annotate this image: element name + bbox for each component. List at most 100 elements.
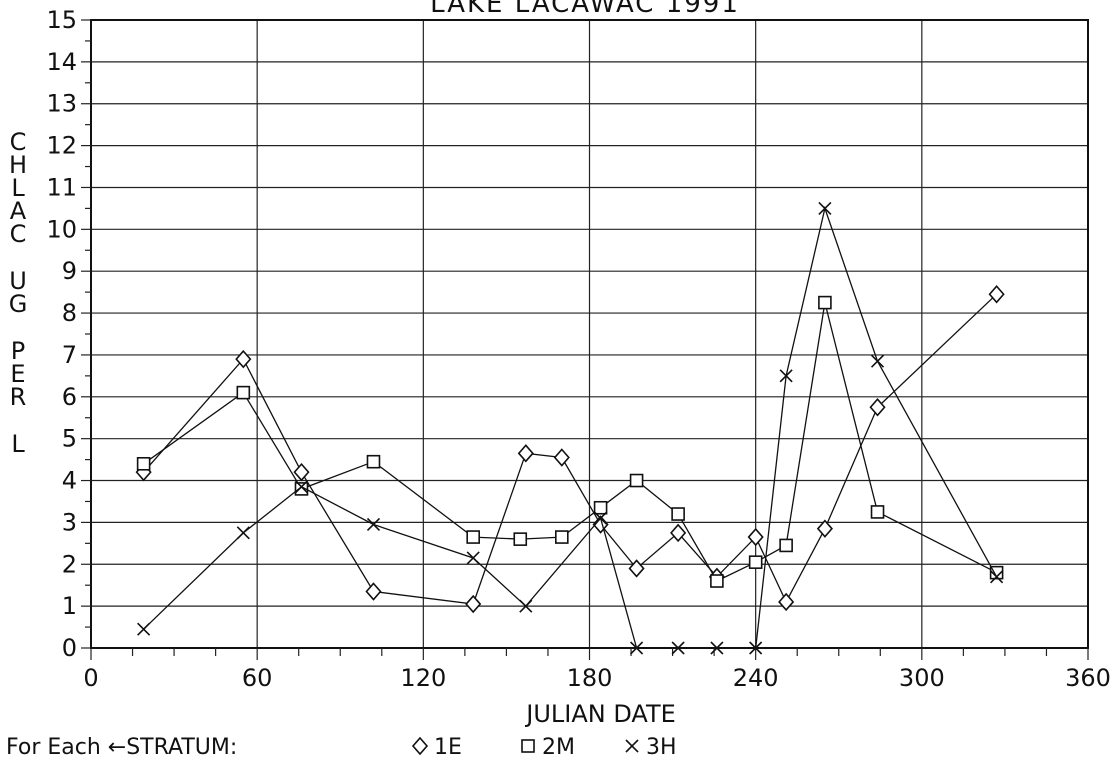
data-point-3h: [990, 570, 1004, 584]
series-1e: [135, 285, 1005, 614]
data-point-3h: [137, 622, 151, 636]
legend-marker-2m: [521, 739, 535, 753]
data-point-1e: [670, 523, 687, 543]
data-point-2m: [513, 532, 528, 546]
data-point-3h: [779, 369, 793, 383]
legend-label: 2M: [542, 735, 575, 760]
y-axis-title-char: U: [9, 267, 27, 295]
series-line-2m: [143, 302, 997, 582]
y-axis-title-char: C: [10, 128, 27, 156]
data-point-2m: [136, 456, 151, 471]
x-tick-label: 60: [242, 664, 273, 692]
data-point-2m: [236, 385, 251, 400]
y-tick-label: 9: [62, 257, 77, 285]
data-point-2m: [818, 295, 832, 310]
legend-label: 3H: [646, 735, 677, 760]
data-point-3h: [519, 599, 533, 613]
series-line-1e: [143, 293, 998, 605]
data-point-3h: [710, 641, 724, 655]
y-axis-title-char: C: [10, 220, 27, 248]
legend-marker-3h: [625, 739, 639, 753]
y-tick-label: 0: [62, 634, 77, 662]
x-tick-label: 300: [899, 664, 945, 692]
data-point-2m: [629, 473, 644, 488]
y-axis-title-char: L: [11, 430, 25, 458]
series-2m: [136, 295, 1004, 588]
x-tick-label: 360: [1065, 664, 1111, 692]
y-axis-title-char: R: [10, 383, 27, 411]
data-point-1e: [628, 559, 645, 578]
legend-prefix: For Each ←STRATUM:: [6, 735, 237, 760]
data-point-3h: [671, 641, 685, 655]
chart-title: LAKE LACAWAC 1991: [430, 0, 740, 19]
legend-label: 1E: [434, 735, 462, 760]
x-tick-label: 0: [83, 664, 98, 692]
y-tick-label: 11: [46, 173, 77, 201]
x-tick-label: 240: [733, 664, 779, 692]
data-point-2m: [870, 505, 885, 519]
y-axis-title-char: E: [10, 360, 25, 388]
legend-entry-2m: 2M: [521, 735, 575, 760]
y-tick-label: 13: [46, 90, 77, 118]
y-axis-title-char: L: [11, 174, 25, 202]
data-point-2m: [466, 530, 480, 544]
data-point-1e: [293, 462, 310, 482]
y-tick-label: 12: [46, 132, 77, 160]
data-point-2m: [671, 507, 685, 521]
data-point-1e: [988, 285, 1005, 304]
data-point-3h: [594, 511, 608, 525]
y-tick-label: 5: [62, 425, 77, 453]
y-axis-title-char: P: [11, 337, 25, 365]
legend: For Each ←STRATUM: 1E 2M 3H: [6, 735, 677, 760]
x-tick-label: 180: [567, 664, 613, 692]
y-axis-title-char: G: [9, 290, 28, 318]
y-tick-label: 6: [62, 383, 77, 411]
data-point-3h: [870, 354, 885, 368]
y-tick-label: 8: [62, 299, 77, 327]
y-tick-label: 2: [62, 550, 77, 578]
data-point-2m: [779, 538, 793, 553]
data-point-2m: [555, 530, 569, 544]
data-point-2m: [748, 555, 763, 569]
data-point-2m: [989, 565, 1004, 580]
grid: [90, 19, 1089, 649]
legend-marker-1e: [411, 736, 429, 756]
data-point-3h: [236, 526, 250, 540]
y-axis-title-char: H: [9, 151, 27, 179]
data-point-1e: [517, 444, 534, 463]
data-point-2m: [366, 454, 381, 469]
data-point-1e: [235, 349, 252, 369]
x-axis-title: JULIAN DATE: [524, 700, 676, 728]
data-point-1e: [778, 592, 795, 612]
y-tick-label: 14: [46, 48, 77, 76]
data-point-2m: [710, 574, 724, 588]
data-point-3h: [630, 641, 644, 655]
y-axis-title-char: A: [10, 197, 27, 225]
y-tick-label: 3: [62, 508, 77, 536]
data-point-2m: [294, 482, 309, 496]
y-tick-label: 15: [46, 6, 77, 34]
series-3h: [137, 201, 1004, 655]
y-tick-label: 10: [46, 215, 77, 243]
data-point-3h: [294, 480, 309, 494]
data-point-3h: [366, 517, 381, 532]
y-tick-label: 4: [62, 467, 77, 495]
data-point-3h: [818, 201, 832, 215]
legend-entry-3h: 3H: [625, 735, 677, 760]
data-point-1e: [365, 582, 382, 601]
series-group: [135, 201, 1005, 655]
data-point-1e: [465, 594, 482, 614]
y-tick-label: 7: [62, 341, 77, 369]
data-point-1e: [816, 519, 833, 538]
y-tick-label: 1: [62, 592, 77, 620]
x-tick-label: 120: [400, 664, 446, 692]
legend-entry-1e: 1E: [411, 735, 462, 760]
data-point-1e: [869, 398, 886, 417]
data-point-1e: [747, 527, 764, 547]
data-point-3h: [749, 641, 763, 655]
data-point-1e: [553, 448, 570, 467]
data-point-2m: [593, 500, 608, 515]
